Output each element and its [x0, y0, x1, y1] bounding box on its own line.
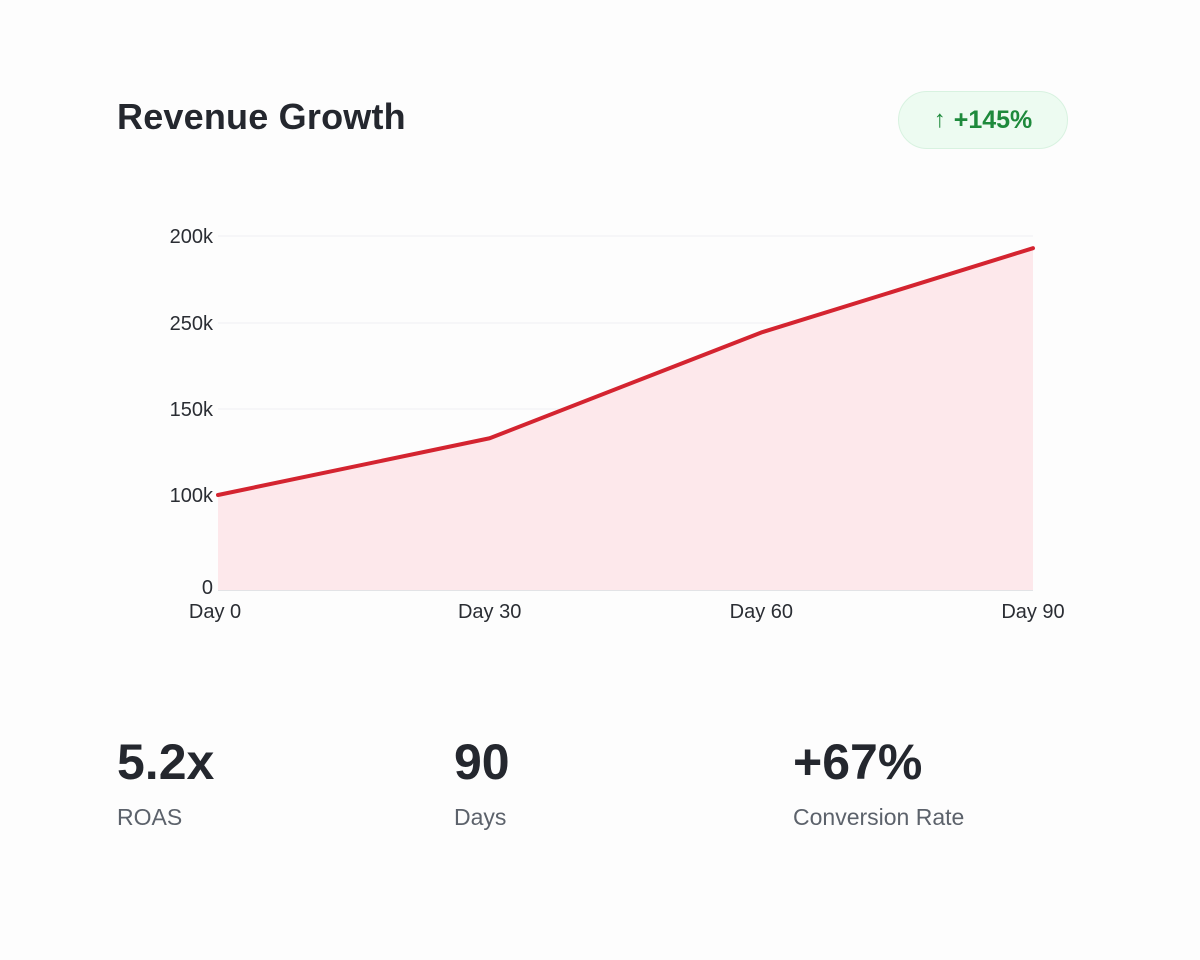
stat-value: +67% — [793, 734, 923, 790]
x-tick-label: Day 0 — [189, 601, 241, 623]
stat-value: 5.2x — [117, 734, 215, 790]
x-tick-label: Day 60 — [730, 601, 793, 623]
stat-value: 90 — [454, 734, 510, 790]
x-tick-label: Day 30 — [458, 601, 521, 623]
revenue-line — [216, 246, 1035, 497]
y-tick-label: 150k — [170, 399, 214, 421]
x-tick-label: Day 90 — [1001, 601, 1064, 623]
page-title: Revenue Growth — [117, 96, 406, 137]
growth-badge: ↑ +145% — [898, 91, 1068, 149]
arrow-up-icon: ↑ — [933, 106, 946, 133]
y-axis-ticks: 0 100k 150k 250k 200k — [170, 226, 214, 599]
y-tick-label: 200k — [170, 226, 214, 248]
x-axis-ticks: Day 0 Day 30 Day 60 Day 90 — [189, 601, 1065, 623]
y-tick-label: 0 — [202, 577, 213, 599]
stat-days: 90 Days — [454, 732, 510, 831]
stat-roas: 5.2x ROAS — [117, 732, 214, 831]
y-tick-label: 250k — [170, 313, 214, 335]
growth-badge-value: +145% — [953, 105, 1033, 134]
stat-label: Conversion Rate — [793, 804, 965, 830]
stat-conversion-rate: +67% Conversion Rate — [793, 732, 964, 831]
stat-label: ROAS — [117, 804, 183, 830]
y-tick-label: 100k — [170, 485, 214, 507]
revenue-area-fill — [218, 248, 1033, 590]
stat-label: Days — [454, 804, 507, 830]
